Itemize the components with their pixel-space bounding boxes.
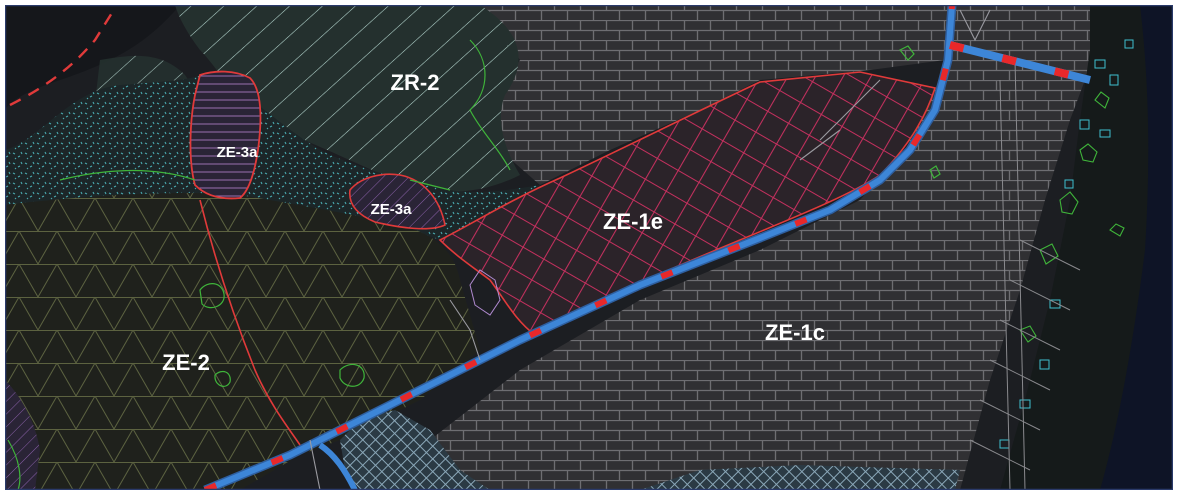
- northeast-branch-road-red-dashes: [949, 41, 1091, 84]
- ze-2-internal-boundary: [199, 199, 301, 446]
- ze-1e-small-parcel: [469, 269, 501, 316]
- eastern-parcel-lines: [969, 59, 1081, 490]
- zone-ze-3a-upper-area: [190, 71, 261, 199]
- eastern-vegetation-outlines: [1019, 91, 1125, 343]
- south-branch-road: [318, 442, 358, 490]
- southwest-corner-parcel: [5, 380, 40, 490]
- south-east-crosshatch-strip: [640, 465, 960, 490]
- zone-label-zr-2: ZR-2: [391, 70, 440, 95]
- zone-ze-3a-upper-boundary: [189, 70, 262, 200]
- vegetation-outlines: [7, 39, 941, 490]
- zone-ze-1e-boundary: [438, 71, 937, 336]
- access-lines: [309, 9, 991, 490]
- zone-label-ze-1c: ZE-1c: [765, 320, 825, 345]
- zone-ze-1e-area: [440, 72, 935, 335]
- south-crosshatch-parcel: [340, 410, 490, 490]
- main-road-red-dashes: [203, 5, 955, 490]
- zone-label-ze-2: ZE-2: [162, 350, 210, 375]
- zone-label-ze-3a-upper: ZE-3a: [217, 144, 259, 161]
- map-frame-line: [5, 5, 1173, 490]
- top-left-dark-area: [5, 5, 180, 110]
- zone-ze-3a-lower-boundary: [349, 173, 446, 230]
- zone-zr-2-area: [175, 5, 520, 192]
- zone-ze-1c-area: [395, 5, 1120, 490]
- eastern-water-body: [1100, 5, 1173, 490]
- zone-ze-3a-lower-area: [349, 174, 445, 229]
- zone-label-ze-1e: ZE-1e: [603, 209, 663, 234]
- zone-label-ze-3a-lower: ZE-3a: [371, 201, 413, 218]
